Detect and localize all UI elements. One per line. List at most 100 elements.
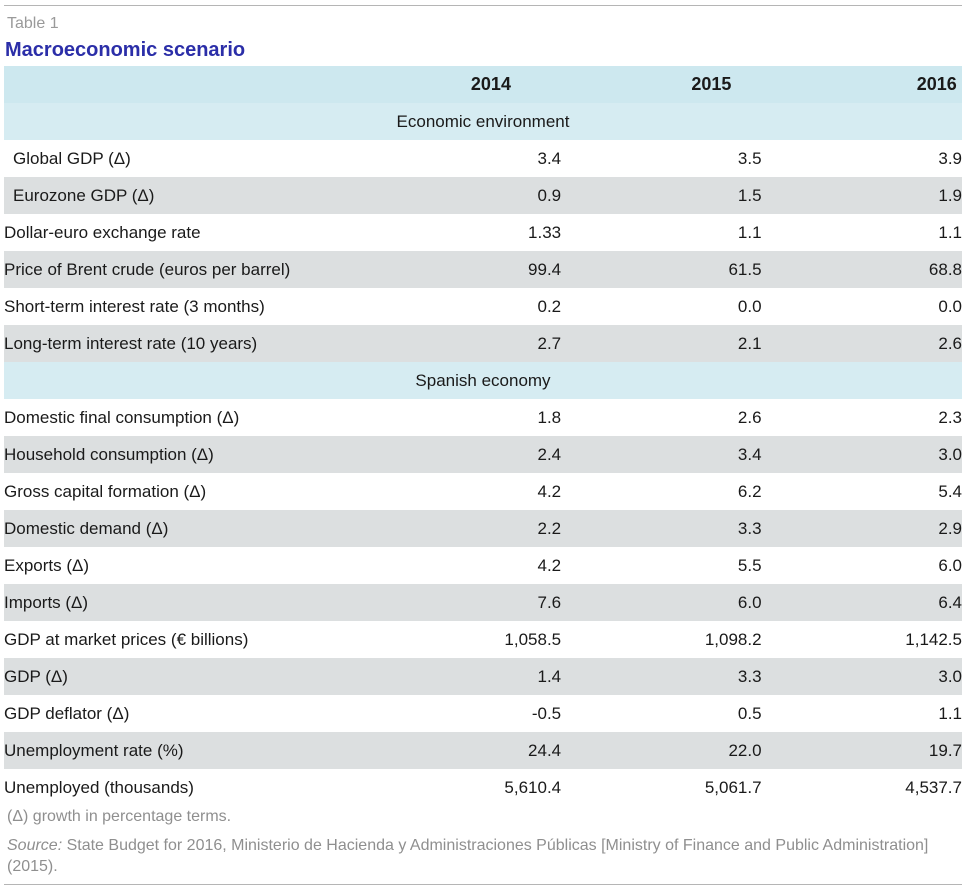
- top-rule: [4, 5, 962, 6]
- table-body: Economic environment Global GDP (Δ) 3.4 3.5…: [4, 103, 962, 806]
- value-cell-2016: 1.1: [938, 703, 962, 723]
- value-cell-2015: 0.0: [737, 296, 762, 316]
- row-label: Long-term interest rate (10 years): [4, 325, 361, 362]
- bottom-rule: [4, 884, 962, 885]
- value-cell-2015: 22.0: [561, 732, 762, 769]
- value-cell-2016: 2.3: [938, 407, 962, 427]
- table-row: Long-term interest rate (10 years) 2.7 2.1…: [4, 325, 962, 362]
- value-cell-2015: 1.1: [737, 222, 762, 242]
- value-cell-2014: 2.7: [360, 325, 562, 362]
- value-cell-2016: 1,142.5: [905, 629, 962, 649]
- value-cell-2015: 5,061.7: [704, 777, 762, 797]
- table-row: Exports (Δ) 4.2 5.5 6.0: [4, 547, 962, 584]
- row-label: Imports (Δ): [4, 584, 361, 621]
- row-label: Domestic final consumption (Δ): [4, 407, 240, 427]
- value-cell-2015: 1,098.2: [704, 629, 762, 649]
- table-row: GDP (Δ) 1.4 3.3 3.0: [4, 658, 962, 695]
- value-cell-2015: 2.6: [737, 407, 762, 427]
- value-cell-2015: 3.4: [561, 436, 762, 473]
- value-cell-2014: 1,058.5: [504, 629, 562, 649]
- value-cell-2014: 7.6: [360, 584, 562, 621]
- value-cell-2016: 68.8: [761, 251, 962, 288]
- value-cell-2014: 24.4: [360, 732, 562, 769]
- table-row: GDP at market prices (€ billions) 1,058.5…: [4, 621, 962, 658]
- macroeconomic-table: 2014 2015 2016 Economic environment Globa…: [4, 66, 962, 806]
- table-row: Short-term interest rate (3 months) 0.2 0.…: [4, 288, 962, 325]
- table-row: Eurozone GDP (Δ) 0.9 1.5 1.9: [4, 177, 962, 214]
- value-cell-2015: 2.1: [561, 325, 762, 362]
- value-cell-2014: 1.8: [537, 407, 562, 427]
- value-cell-2016: 1.1: [938, 222, 962, 242]
- value-cell-2014: 1.33: [528, 222, 562, 242]
- value-cell-2015: 1.5: [561, 177, 762, 214]
- value-cell-2015: 6.0: [561, 584, 762, 621]
- source-note: Source: State Budget for 2016, Ministeri…: [7, 835, 965, 877]
- section-heading-row: Spanish economy: [4, 362, 962, 399]
- value-cell-2015: 5.5: [737, 555, 762, 575]
- value-cell-2014: 5,610.4: [504, 777, 562, 797]
- source-text: State Budget for 2016, Ministerio de Hac…: [7, 837, 929, 875]
- value-cell-2016: 3.0: [761, 436, 962, 473]
- value-cell-2015: 3.3: [561, 510, 762, 547]
- value-cell-2015: 0.5: [737, 703, 762, 723]
- row-label: Price of Brent crude (euros per barrel): [4, 251, 361, 288]
- table-row: Price of Brent crude (euros per barrel) 9…: [4, 251, 962, 288]
- section-heading: Spanish economy: [4, 362, 962, 399]
- table-row: Unemployment rate (%) 24.4 22.0 19.7: [4, 732, 962, 769]
- row-label: Household consumption (Δ): [4, 436, 361, 473]
- row-label: Gross capital formation (Δ): [4, 481, 207, 501]
- table-row: Unemployed (thousands) 5,610.4 5,061.7 4,53…: [4, 769, 962, 806]
- row-label: Global GDP (Δ): [13, 148, 131, 168]
- value-cell-2014: 99.4: [360, 251, 562, 288]
- table-row: Household consumption (Δ) 2.4 3.4 3.0: [4, 436, 962, 473]
- year-header-2015: 2015: [561, 66, 762, 103]
- row-label: Exports (Δ): [4, 555, 90, 575]
- value-cell-2016: 0.0: [938, 296, 962, 316]
- value-cell-2016: 19.7: [761, 732, 962, 769]
- table-row: Imports (Δ) 7.6 6.0 6.4: [4, 584, 962, 621]
- value-cell-2014: 4.2: [537, 555, 562, 575]
- year-header-2014: 2014: [360, 66, 562, 103]
- row-label: Unemployment rate (%): [4, 732, 361, 769]
- table-row: Global GDP (Δ) 3.4 3.5 3.9: [4, 140, 962, 177]
- value-cell-2014: 3.4: [537, 148, 562, 168]
- value-cell-2016: 3.0: [761, 658, 962, 695]
- value-cell-2016: 3.9: [938, 148, 962, 168]
- table-title: Macroeconomic scenario: [5, 39, 246, 61]
- year-header-row: 2014 2015 2016: [4, 66, 962, 103]
- year-header-2016: 2016: [761, 66, 962, 103]
- value-cell-2014: -0.5: [531, 703, 562, 723]
- value-cell-2015: 6.2: [737, 481, 762, 501]
- row-label: Domestic demand (Δ): [4, 510, 361, 547]
- table-row: Domestic demand (Δ) 2.2 3.3 2.9: [4, 510, 962, 547]
- value-cell-2016: 4,537.7: [905, 777, 962, 797]
- table-row: Domestic final consumption (Δ) 1.8 2.6 2.3: [4, 399, 962, 436]
- row-label: Dollar-euro exchange rate: [4, 222, 201, 242]
- row-label: GDP deflator (Δ): [4, 703, 130, 723]
- table-row: GDP deflator (Δ) -0.5 0.5 1.1: [4, 695, 962, 732]
- row-label: Eurozone GDP (Δ): [4, 177, 361, 214]
- value-cell-2014: 2.4: [360, 436, 562, 473]
- value-cell-2016: 6.0: [938, 555, 962, 575]
- value-cell-2014: 0.2: [537, 296, 562, 316]
- table-number: Table 1: [7, 15, 59, 32]
- row-label: Short-term interest rate (3 months): [4, 296, 265, 316]
- row-label: GDP (Δ): [4, 658, 361, 695]
- table-row: Gross capital formation (Δ) 4.2 6.2 5.4: [4, 473, 962, 510]
- row-label: GDP at market prices (€ billions): [4, 629, 249, 649]
- value-cell-2014: 1.4: [360, 658, 562, 695]
- value-cell-2015: 3.5: [737, 148, 762, 168]
- row-label: Unemployed (thousands): [4, 777, 194, 797]
- table-row: Dollar-euro exchange rate 1.33 1.1 1.1: [4, 214, 962, 251]
- footnote: (Δ) growth in percentage terms.: [7, 808, 232, 825]
- value-cell-2016: 1.9: [761, 177, 962, 214]
- value-cell-2016: 6.4: [761, 584, 962, 621]
- value-cell-2015: 61.5: [561, 251, 762, 288]
- value-cell-2016: 5.4: [938, 481, 962, 501]
- section-heading: Economic environment: [4, 103, 962, 140]
- value-cell-2015: 3.3: [561, 658, 762, 695]
- header-blank-cell: [4, 66, 361, 103]
- value-cell-2014: 4.2: [537, 481, 562, 501]
- value-cell-2016: 2.6: [761, 325, 962, 362]
- value-cell-2014: 0.9: [360, 177, 562, 214]
